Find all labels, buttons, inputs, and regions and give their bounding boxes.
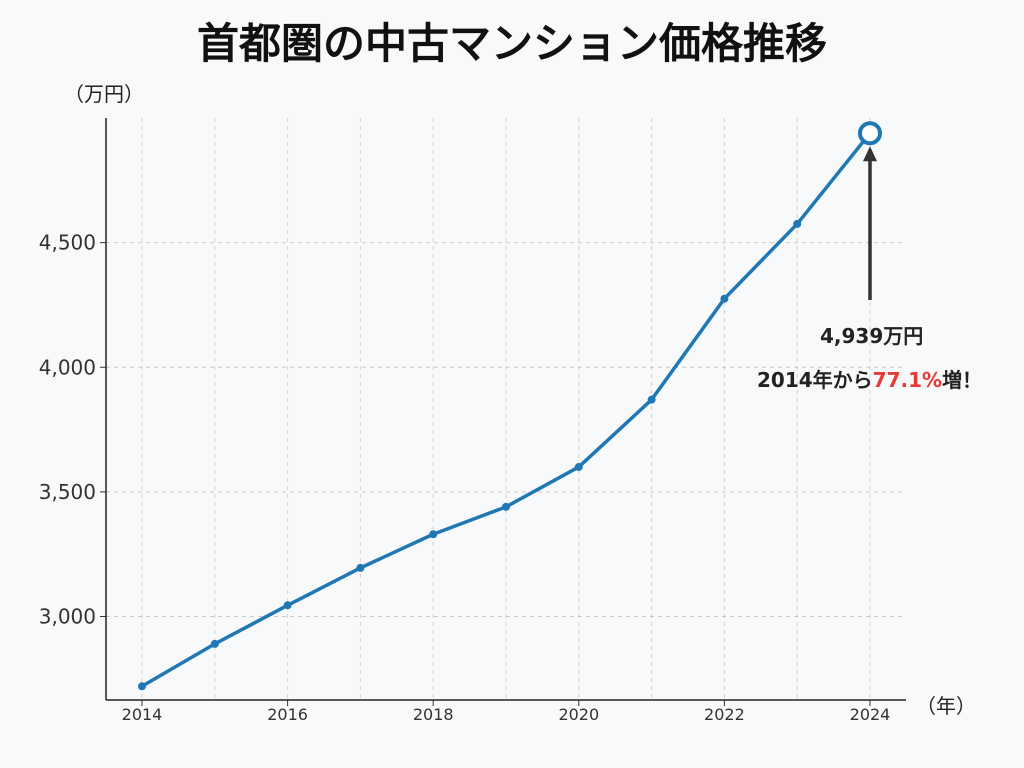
highlight-point (858, 121, 882, 146)
data-point (356, 563, 365, 572)
chart-title: 首都圏の中古マンション価格推移 (196, 19, 827, 68)
data-point (574, 462, 583, 471)
data-point (647, 395, 656, 404)
annotation-text-before: 2014年から (757, 368, 873, 392)
data-point (720, 294, 729, 303)
y-tick-label: 3,000 (39, 605, 96, 629)
y-tick-label: 3,500 (39, 480, 96, 504)
x-tick-label: 2018 (413, 705, 454, 724)
axes (100, 118, 906, 706)
x-tick-label: 2020 (558, 705, 599, 724)
x-tick-label: 2014 (122, 705, 163, 724)
annotation-percent: 77.1% (872, 368, 943, 392)
x-tick-label: 2024 (850, 705, 891, 724)
data-point (429, 530, 438, 539)
data-point (210, 639, 219, 648)
arrow-head (863, 146, 877, 162)
data-points (138, 121, 882, 691)
y-tick-label: 4,000 (39, 355, 96, 379)
x-tick-label: 2022 (704, 705, 745, 724)
y-axis-unit: （万円） (64, 82, 144, 106)
x-tick-label: 2016 (267, 705, 308, 724)
data-point (283, 601, 292, 610)
data-point (793, 219, 802, 228)
data-point (138, 682, 146, 691)
tick-labels: 3,000 3,500 4,000 4,500 2014 2016 2018 2020 2022… (39, 231, 891, 724)
annotation-arrow (863, 146, 877, 300)
annotation-value: 4,939万円 (820, 324, 924, 348)
annotation-growth: 2014年から77.1%増！ (757, 364, 982, 393)
annotation-text-after: 増！ (942, 368, 983, 392)
x-axis-unit: （年） (916, 694, 976, 718)
grid-lines (106, 118, 906, 700)
data-point (502, 502, 510, 511)
y-tick-label: 4,500 (39, 231, 96, 255)
